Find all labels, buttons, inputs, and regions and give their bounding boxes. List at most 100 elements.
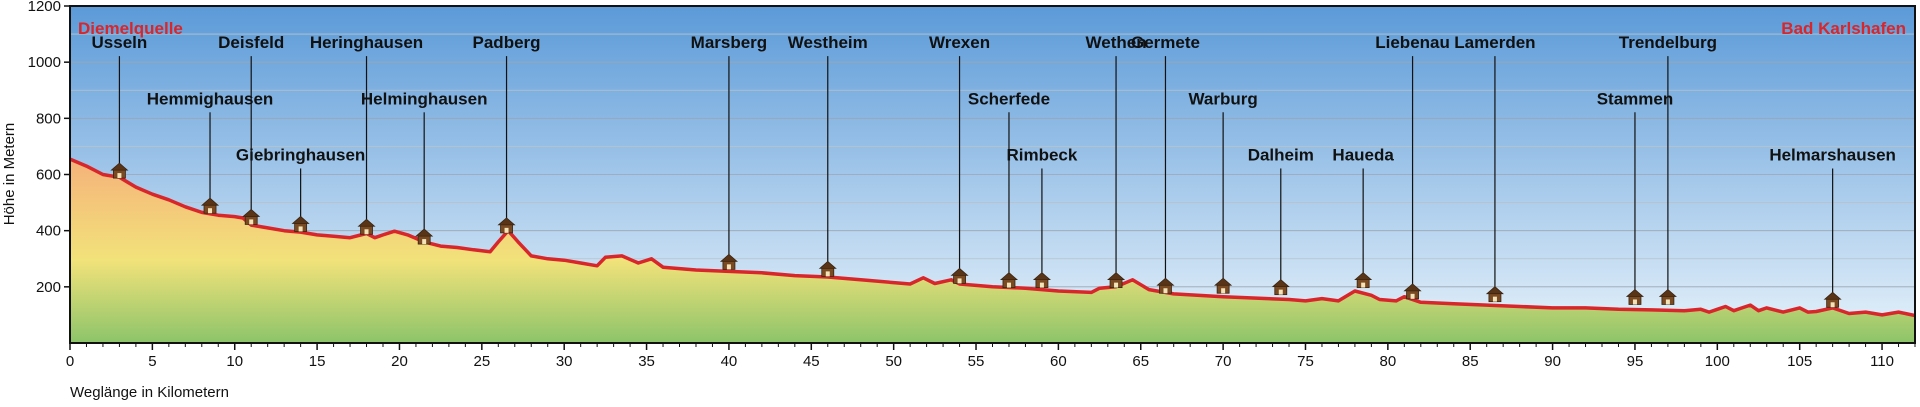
place-label: Germete: [1131, 33, 1200, 52]
place-label: Padberg: [473, 33, 541, 52]
place-label: Helminghausen: [361, 89, 488, 108]
x-tick-label-80: 80: [1380, 353, 1397, 370]
place-trendelburg: Trendelburg: [1619, 33, 1717, 305]
place-label: Wrexen: [929, 33, 990, 52]
x-tick-label-95: 95: [1627, 353, 1644, 370]
x-tick-label-45: 45: [803, 353, 820, 370]
x-tick-label-60: 60: [1050, 353, 1067, 370]
place-dalheim: Dalheim: [1248, 145, 1314, 296]
house-icon: [291, 215, 310, 232]
house-icon: [818, 260, 837, 277]
place-marsberg: Marsberg: [691, 33, 768, 270]
place-warburg: Warburg: [1188, 89, 1258, 294]
place-label: Helmarshausen: [1769, 145, 1896, 164]
place-deisfeld: Deisfeld: [218, 33, 284, 225]
place-wethen: Wethen: [1086, 33, 1147, 289]
house-icon: [1156, 277, 1175, 294]
place-label: Giebringhausen: [236, 145, 365, 164]
x-tick-label-35: 35: [638, 353, 655, 370]
x-tick-label-105: 105: [1787, 353, 1812, 370]
house-icon: [200, 197, 220, 214]
y-axis-label: Höhe in Metern: [1, 123, 18, 226]
place-label: Usseln: [92, 33, 148, 52]
place-label: Haueda: [1332, 145, 1394, 164]
house-icon: [1823, 291, 1842, 308]
y-tick-label-800: 800: [36, 110, 61, 127]
x-tick-label-40: 40: [721, 353, 738, 370]
y-tick-label-1200: 1200: [28, 0, 61, 15]
place-label: Warburg: [1188, 89, 1257, 108]
place-label: Westheim: [788, 33, 868, 52]
house-icon: [242, 208, 261, 225]
house-icon: [719, 253, 738, 270]
x-tick-label-0: 0: [66, 353, 74, 370]
house-icon: [1214, 277, 1233, 294]
x-tick-label-85: 85: [1462, 353, 1479, 370]
places-layer: Usseln Hemmighausen Deisfeld Giebringhausen…: [92, 33, 1896, 308]
place-lamerden: Lamerden: [1454, 33, 1536, 303]
place-label: Marsberg: [691, 33, 768, 52]
x-tick-label-110: 110: [1870, 353, 1894, 370]
y-tick-label-1000: 1000: [28, 54, 61, 71]
x-tick-label-15: 15: [309, 353, 326, 370]
place-giebringhausen: Giebringhausen: [236, 145, 365, 232]
y-tick-label-600: 600: [36, 167, 61, 184]
house-icon: [110, 162, 129, 179]
place-usseln: Usseln: [92, 33, 148, 179]
x-tick-label-50: 50: [885, 353, 902, 370]
place-label: Scherfede: [968, 89, 1050, 108]
place-label: Stammen: [1597, 89, 1674, 108]
place-liebenau: Liebenau: [1375, 33, 1450, 300]
x-tick-label-20: 20: [391, 353, 408, 370]
house-icon: [357, 218, 376, 235]
place-westheim: Westheim: [788, 33, 868, 277]
place-label: Hemmighausen: [147, 89, 274, 108]
house-icon: [1271, 279, 1290, 296]
house-icon: [1032, 272, 1051, 289]
x-axis: 0 5 10 15 20 25 30 35 40 45 50 55 60 65 70 75 80 85 90 95 10…: [66, 343, 1916, 370]
place-label: Heringhausen: [310, 33, 423, 52]
place-stammen: Stammen: [1597, 89, 1674, 305]
place-hemmighausen: Hemmighausen: [147, 89, 274, 214]
start-label: Diemelquelle: [78, 19, 183, 38]
house-icon: [1403, 283, 1422, 300]
place-label: Rimbeck: [1006, 145, 1077, 164]
elevation-line: [70, 157, 1915, 318]
x-axis-label: Weglänge in Kilometern: [70, 384, 229, 401]
house-icon: [999, 272, 1019, 289]
house-icon: [950, 267, 969, 284]
place-rimbeck: Rimbeck: [1006, 145, 1078, 289]
house-icon: [1106, 272, 1126, 289]
place-wrexen: Wrexen: [929, 33, 990, 284]
place-germete: Germete: [1131, 33, 1200, 294]
house-icon: [1625, 288, 1645, 305]
place-label: Dalheim: [1248, 145, 1314, 164]
place-label: Deisfeld: [218, 33, 284, 52]
y-tick-label-400: 400: [36, 223, 61, 240]
place-label: Trendelburg: [1619, 33, 1717, 52]
x-tick-label-25: 25: [473, 353, 490, 370]
x-tick-label-90: 90: [1544, 353, 1561, 370]
house-icon: [1658, 288, 1677, 305]
y-axis: 200 400 600 800 1000 1200: [28, 0, 70, 296]
x-tick-label-10: 10: [226, 353, 243, 370]
x-tick-label-65: 65: [1132, 353, 1149, 370]
y-tick-label-200: 200: [36, 279, 61, 296]
place-label: Lamerden: [1454, 33, 1535, 52]
place-label: Liebenau: [1375, 33, 1450, 52]
house-icon: [415, 228, 434, 245]
house-icon: [1485, 286, 1504, 303]
house-icon: [1354, 272, 1373, 289]
place-padberg: Padberg: [473, 33, 541, 234]
place-helminghausen: Helminghausen: [361, 89, 488, 245]
place-scherfede: Scherfede: [968, 89, 1050, 289]
x-tick-label-70: 70: [1215, 353, 1232, 370]
x-tick-label-55: 55: [968, 353, 985, 370]
x-tick-label-5: 5: [148, 353, 156, 370]
x-tick-label-30: 30: [556, 353, 573, 370]
x-tick-label-100: 100: [1705, 353, 1730, 370]
house-icon: [497, 217, 516, 234]
place-helmarshausen: Helmarshausen: [1769, 145, 1896, 308]
place-heringhausen: Heringhausen: [310, 33, 423, 235]
